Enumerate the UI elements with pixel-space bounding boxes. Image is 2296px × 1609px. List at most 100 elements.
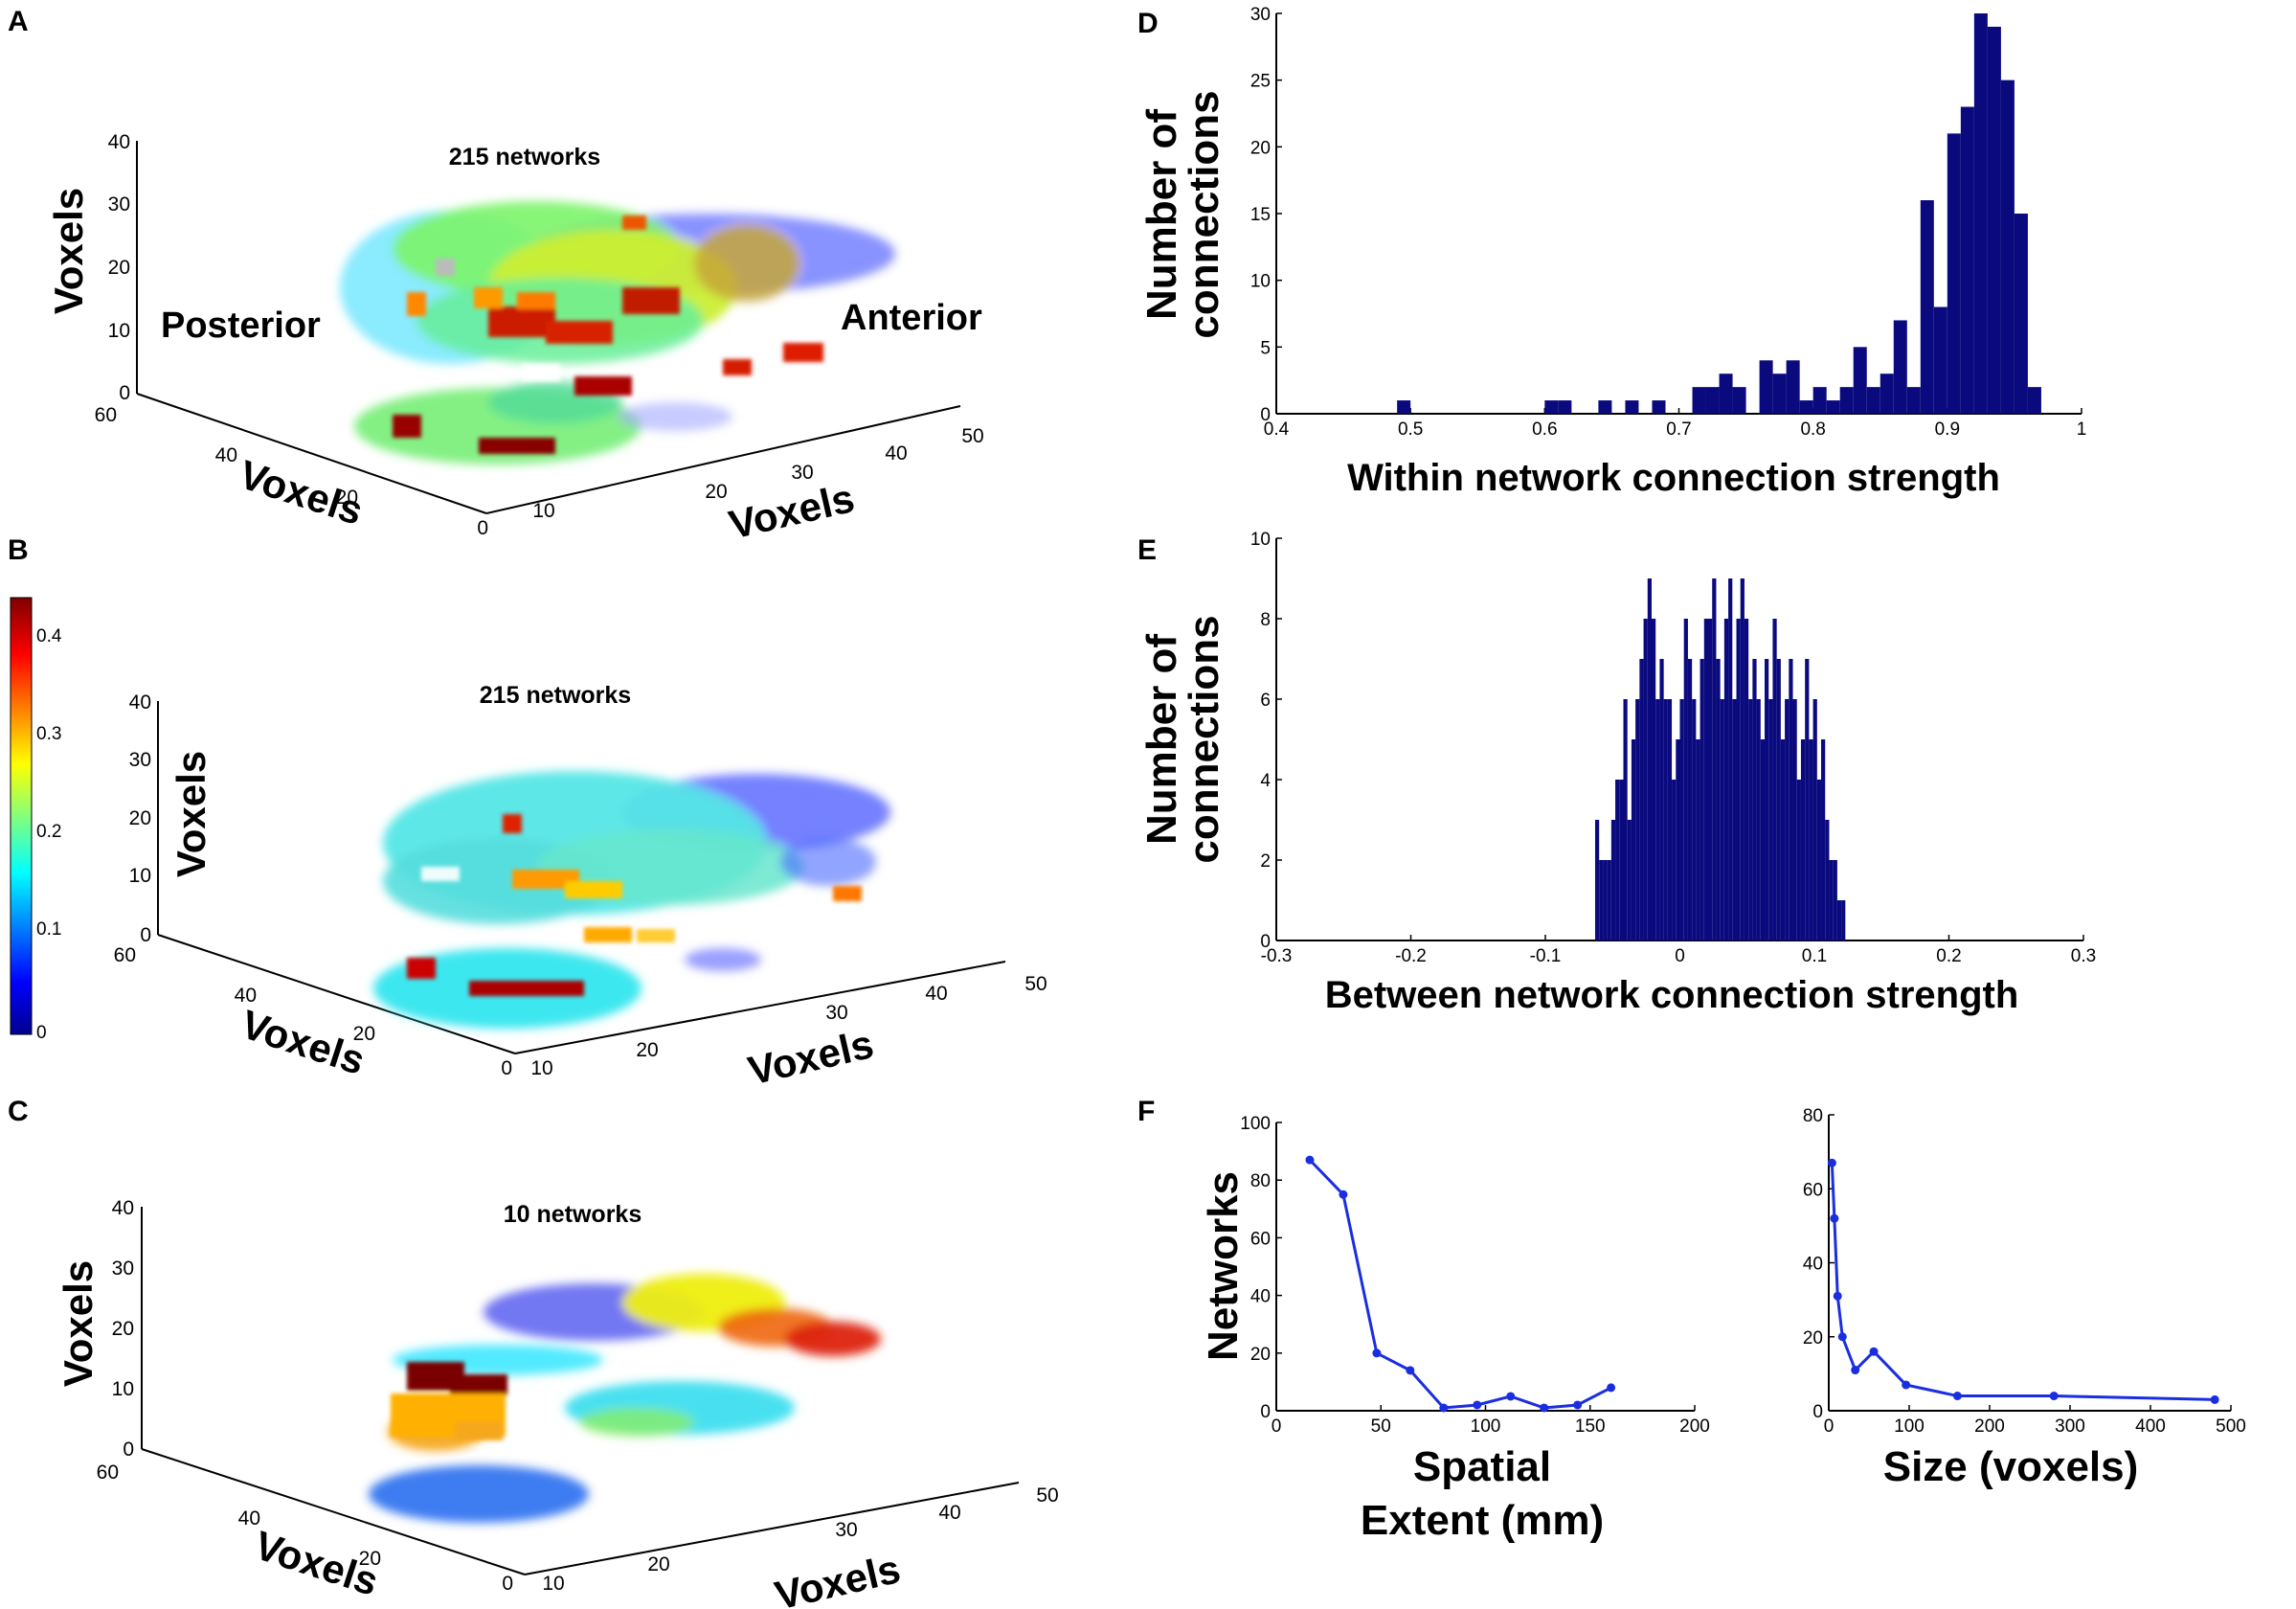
panel-f2-y-tick-label: 80 [1803,1106,1823,1126]
panel-e-x-tick-label: -0.1 [1530,946,1562,966]
histogram-bar [1708,619,1713,940]
histogram-bar [1663,699,1668,940]
histogram-bar [1598,400,1612,414]
panel-f2-y-tick-label: 0 [1812,1402,1823,1422]
panel-f2-x-tick-label: 400 [2135,1416,2166,1437]
panel-a-y-tick: 40 [215,444,237,466]
histogram-bar [1748,699,1753,940]
panel-e-y-tick-label: 0 [1260,932,1271,952]
histogram-bar [2014,214,2028,414]
panel-d-x-tick-label: 1 [2077,419,2087,440]
histogram-bar [1799,400,1813,414]
panel-d-y-tick-label: 10 [1250,272,1271,292]
panel-e-y-label-line: connections [1181,615,1227,863]
histogram-bar [1960,106,1974,415]
colorbar [10,597,33,1035]
panel-c-x-tick: 50 [1036,1484,1058,1507]
histogram-bar [1625,400,1639,414]
panel-f2-data-point [1827,1158,1836,1167]
histogram-bar [1599,860,1604,940]
panel-d-y-label: Number ofconnections [1138,90,1227,338]
panel-f1-data-point [1540,1403,1549,1413]
panel-e-y-tick-label: 6 [1260,691,1271,711]
posterior-label: Posterior [161,306,321,346]
panel-d-y-tick-label: 25 [1250,72,1271,92]
panel-b-y-tick: 0 [501,1057,512,1079]
panel-letter-c: C [8,1096,29,1127]
histogram-bar [1768,699,1773,940]
anterior-label: Anterior [841,298,982,338]
panel-f1-x-tick-label: 200 [1679,1416,1710,1437]
histogram-bar [1615,780,1620,940]
histogram-bar [1752,659,1757,940]
panel-d-y-tick-label: 30 [1250,5,1271,25]
panel-e-y-tick-label: 8 [1260,610,1271,630]
panel-c-z-tick: 30 [112,1258,134,1280]
panel-a-z-tick: 30 [108,193,130,215]
histogram-bar [1947,133,1961,414]
panel-a-z-tick: 40 [108,131,130,153]
colorbar-tick: 0 [36,1023,47,1043]
panel-f1-y-tick-label: 0 [1260,1402,1271,1422]
panel-a-z-tick: 20 [108,257,130,279]
panel-c-z-label: Voxels [56,1260,101,1387]
panel-letter-b: B [8,534,29,566]
panel-b-z-tick: 10 [129,865,151,887]
panel-a-y-tick: 20 [336,487,358,509]
panel-b: B 0.4 0.3 0.2 0.1 0 215 networks 40 30 2… [8,534,1047,1094]
panel-f1-data-point [1607,1383,1616,1393]
histogram-bar [1760,739,1766,940]
panel-b-brain [373,771,890,1029]
panel-b-x-tick: 10 [530,1057,552,1079]
histogram-bar [1687,659,1693,940]
histogram-bar [1809,739,1813,940]
panel-e-x-tick-label: -0.2 [1395,946,1427,966]
panel-b-y-tick: 60 [114,944,136,966]
histogram-bar [1829,860,1834,940]
panel-f2-data-point [1833,1291,1842,1301]
panel-e: E -0.3 -0.2 -0.1 0 0.1 0.2 0.3 0 2 4 6 8 10 Number of… [1137,530,2096,1016]
histogram-bar [1643,619,1648,940]
panel-c-y-label: Voxels [249,1522,383,1604]
panel-a: A 215 networks 40 30 20 10 0 60 40 20 0 … [8,6,984,548]
panel-e-y-tick-label: 4 [1260,771,1271,791]
histogram-bar [1987,26,2001,415]
panel-e-y-tick-label: 2 [1260,851,1271,872]
histogram-bar [1866,387,1880,414]
panel-f2-data-point [2049,1392,2059,1401]
panel-c-x-tick: 20 [647,1553,669,1575]
panel-a-x-tick: 40 [885,442,907,465]
histogram-bar [1676,739,1680,940]
histogram-bar [1805,659,1810,940]
panel-b-x-tick: 30 [825,1002,847,1024]
panel-c: C 10 networks 40 30 20 10 0 60 40 20 0 1… [8,1096,1059,1609]
panel-e-x-label: Between network connection strength [1325,974,2019,1016]
panel-b-z-tick: 40 [129,691,151,714]
panel-f1-x-tick-label: 50 [1371,1416,1391,1437]
colorbar-tick: 0.2 [36,822,61,842]
panel-c-x-label: Voxels [771,1546,904,1609]
panel-c-x-axis [524,1482,1020,1575]
histogram-bar [1631,739,1636,940]
histogram-bar [1785,699,1790,940]
histogram-bar [1756,699,1761,940]
histogram-bar [1712,578,1717,940]
panel-c-z-tick: 0 [123,1439,134,1461]
histogram-bar [1723,619,1729,940]
panel-a-y-tick: 0 [477,517,488,539]
panel-f2-y-tick-label: 40 [1803,1255,1823,1275]
panel-b-z-tick: 20 [129,807,151,829]
panel-e-marks: -0.3 -0.2 -0.1 0 0.1 0.2 0.3 0 2 4 6 8 10 Number ofco… [1138,530,2096,1016]
panel-f1-data-point [1439,1403,1449,1413]
panel-a-z-label: Voxels [46,188,91,314]
panel-d-x-tick-label: 0.5 [1398,419,1423,440]
histogram-bar [1659,659,1664,940]
panel-f1-data-point [1339,1190,1348,1199]
histogram-bar [1720,699,1724,940]
panel-d: D 0.4 0.5 0.6 0.7 0.8 0.9 1051015202530Number … [1137,5,2086,499]
histogram-bar [1853,347,1867,414]
panel-c-y-tick: 40 [238,1507,260,1530]
histogram-bar [1772,374,1787,414]
panel-f2-y-tick-label: 60 [1803,1180,1823,1200]
panel-b-z-label: Voxels [169,751,214,877]
